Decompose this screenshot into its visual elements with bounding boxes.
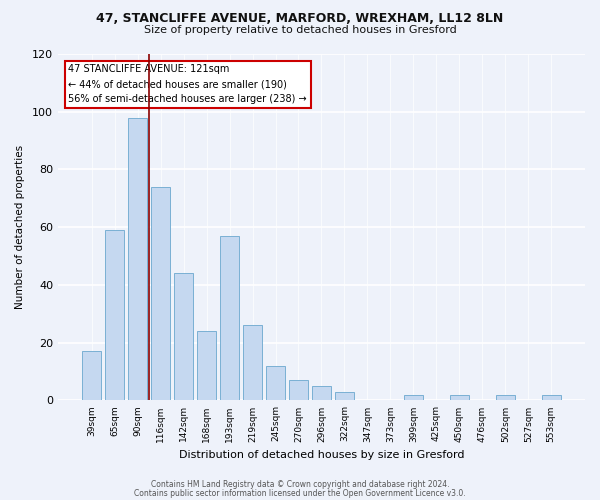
Bar	[266, 366, 285, 400]
Bar	[243, 326, 262, 400]
Bar	[151, 187, 170, 400]
Bar	[335, 392, 354, 400]
Text: Size of property relative to detached houses in Gresford: Size of property relative to detached ho…	[143, 25, 457, 35]
Text: 47 STANCLIFFE AVENUE: 121sqm
← 44% of detached houses are smaller (190)
56% of s: 47 STANCLIFFE AVENUE: 121sqm ← 44% of de…	[68, 64, 307, 104]
Bar	[449, 394, 469, 400]
Bar	[174, 274, 193, 400]
Text: Contains HM Land Registry data © Crown copyright and database right 2024.: Contains HM Land Registry data © Crown c…	[151, 480, 449, 489]
Bar	[404, 394, 423, 400]
Bar	[311, 386, 331, 400]
Bar	[197, 331, 217, 400]
X-axis label: Distribution of detached houses by size in Gresford: Distribution of detached houses by size …	[179, 450, 464, 460]
Bar	[496, 394, 515, 400]
Text: 47, STANCLIFFE AVENUE, MARFORD, WREXHAM, LL12 8LN: 47, STANCLIFFE AVENUE, MARFORD, WREXHAM,…	[97, 12, 503, 26]
Bar	[542, 394, 561, 400]
Text: Contains public sector information licensed under the Open Government Licence v3: Contains public sector information licen…	[134, 488, 466, 498]
Bar	[220, 236, 239, 400]
Bar	[128, 118, 148, 401]
Bar	[289, 380, 308, 400]
Bar	[105, 230, 124, 400]
Y-axis label: Number of detached properties: Number of detached properties	[15, 145, 25, 310]
Bar	[82, 352, 101, 401]
